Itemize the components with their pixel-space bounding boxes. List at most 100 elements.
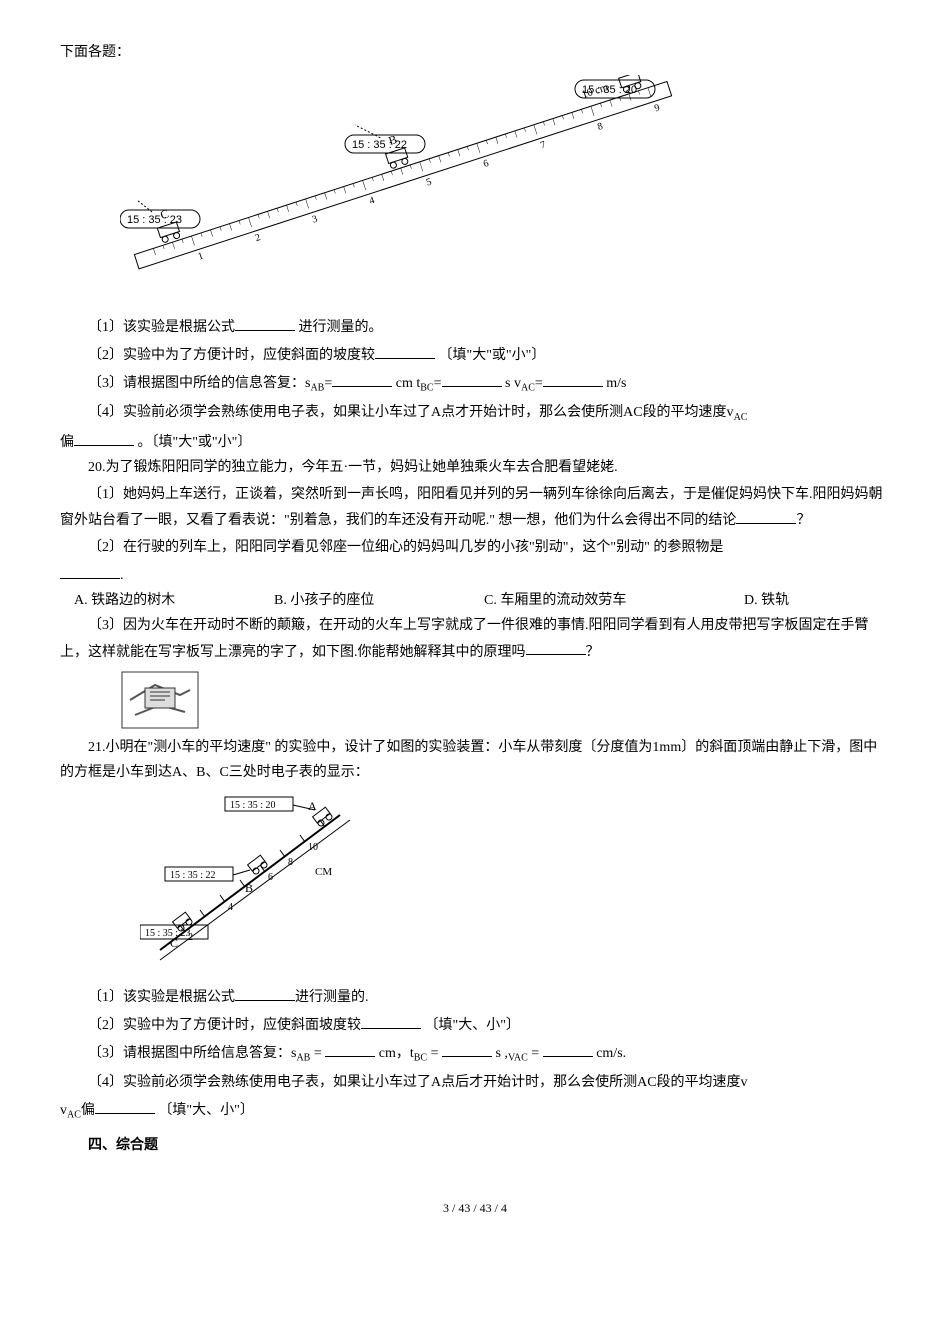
svg-text:1: 1: [197, 251, 205, 263]
svg-text:B: B: [245, 881, 253, 895]
text: 进行测量的.: [295, 990, 369, 1005]
text: 偏: [60, 435, 74, 450]
q19-item2: 〔2〕实验中为了方便计时，应使斜面的坡度较 〔填"大"或"小"〕: [60, 342, 890, 368]
blank: [736, 507, 796, 524]
text: .: [120, 568, 124, 583]
q20-intro: 20.为了锻炼阳阳同学的独立能力，今年五·一节，妈妈让她单独乘火车去合肥看望姥姥…: [60, 455, 890, 480]
blank: [442, 370, 502, 387]
svg-text:15 : 35 : 22: 15 : 35 : 22: [352, 139, 407, 151]
svg-text:7: 7: [539, 140, 547, 152]
text: 〔填"大、小"〕: [421, 1018, 520, 1033]
sub: AC: [521, 383, 535, 394]
page-footer: 3 / 43 / 43 / 4: [60, 1198, 890, 1220]
blank: [95, 1097, 155, 1114]
option-c: C. 车厢里的流动效劳车: [470, 588, 730, 613]
text: 〔1〕该实验是根据公式: [88, 990, 235, 1005]
text: m/s: [603, 376, 627, 391]
text: 〔4〕实验前必须学会熟练使用电子表，如果让小车过了A点才开始计时，那么会使所测A…: [88, 405, 734, 420]
q20-item2: 〔2〕在行驶的列车上，阳阳同学看见邻座一位细心的妈妈叫几岁的小孩"别动"，这个"…: [60, 535, 890, 560]
blank: [60, 562, 120, 579]
text: 〔3〕请根据图中所给信息答复：s: [88, 1046, 296, 1061]
blank: [235, 984, 295, 1001]
q20-options: A. 铁路边的树木 B. 小孩子的座位 C. 车厢里的流动效劳车 D. 铁轨: [60, 588, 890, 613]
text: s ,: [492, 1046, 508, 1061]
option-d: D. 铁轨: [730, 588, 789, 613]
sub: BC: [414, 1053, 427, 1064]
text: ？: [796, 513, 810, 528]
sub: AB: [310, 383, 324, 394]
q19-item4: 〔4〕实验前必须学会熟练使用电子表，如果让小车过了A点才开始计时，那么会使所测A…: [60, 400, 890, 427]
text: s v: [502, 376, 521, 391]
text: cm，t: [375, 1046, 414, 1061]
text: 〔3〕请根据图中所给的信息答复：s: [88, 376, 310, 391]
q20-item1: 〔1〕她妈妈上车送行，正谈着，突然听到一声长鸣，阳阳看见并列的另一辆列车徐徐向后…: [60, 482, 890, 533]
text: =: [535, 376, 543, 391]
q21-item4: 〔4〕实验前必须学会熟练使用电子表，如果让小车过了A点后才开始计时，那么会使所测…: [60, 1070, 890, 1095]
text: =: [434, 376, 442, 391]
writing-board-image: [120, 670, 200, 730]
text: ？: [586, 644, 600, 659]
text: =: [310, 1046, 325, 1061]
svg-text:A: A: [308, 799, 317, 813]
q21-item4-cont: vAC偏 〔填"大、小"〕: [60, 1097, 890, 1125]
blank: [526, 639, 586, 656]
text: 〔2〕在行驶的列车上，阳阳同学看见邻座一位细心的妈妈叫几岁的小孩"别动"，这个"…: [88, 540, 723, 555]
blank: [74, 429, 134, 446]
text: 〔2〕实验中为了方便计时，应使斜面坡度较: [88, 1018, 361, 1033]
slope-diagram-large: 1 2 3 4 5 6 7 8 9 10 cm A B: [60, 75, 890, 304]
svg-text:8: 8: [596, 121, 604, 133]
sub: BC: [420, 383, 433, 394]
svg-text:4: 4: [228, 902, 233, 913]
blank: [543, 1040, 593, 1057]
q20-item3: 〔3〕因为火车在开动时不断的颠簸，在开动的火车上写字就成了一件很难的事情.阳阳同…: [60, 613, 890, 664]
slope-diagram-small: 2 4 6 8 10 CM A B C 15 : 35 : 20 15 : 35…: [60, 795, 890, 974]
svg-text:5: 5: [425, 177, 433, 189]
sub: AB: [296, 1053, 310, 1064]
blank: [325, 1040, 375, 1057]
sub: AC: [734, 412, 748, 423]
q20-item2-blank: .: [60, 562, 890, 588]
q19-item2-end: 〔填"大"或"小"〕: [435, 348, 545, 363]
q21-item1: 〔1〕该实验是根据公式 进行测量的.: [60, 984, 890, 1010]
svg-text:15 : 35 : 23: 15 : 35 : 23: [127, 214, 182, 226]
text: 〔填"大、小"〕: [155, 1103, 254, 1118]
sub: AC: [67, 1110, 81, 1121]
text: =: [528, 1046, 543, 1061]
option-a: A. 铁路边的树木: [60, 588, 260, 613]
intro-text: 下面各题：: [60, 40, 890, 65]
svg-text:10: 10: [308, 842, 318, 853]
text: =: [427, 1046, 442, 1061]
text: cm/s.: [593, 1046, 626, 1061]
blank: [442, 1040, 492, 1057]
svg-text:CM: CM: [315, 866, 332, 878]
section-4-title: 四、综合题: [60, 1133, 890, 1158]
q21-intro: 21.小明在"测小车的平均速度" 的实验中，设计了如图的实验装置：小车从带刻度〔…: [60, 735, 890, 785]
blank: [235, 314, 295, 331]
text: 。〔填"大"或"小"〕: [134, 435, 251, 450]
svg-text:15 : 35 : 20: 15 : 35 : 20: [582, 84, 637, 96]
q19-item1-text: 〔1〕该实验是根据公式: [88, 320, 235, 335]
q19-item4-cont: 偏 。〔填"大"或"小"〕: [60, 429, 890, 455]
blank: [375, 342, 435, 359]
svg-text:6: 6: [482, 158, 490, 170]
q19-item1: 〔1〕该实验是根据公式 进行测量的。: [60, 314, 890, 340]
text: =: [324, 376, 332, 391]
blank: [332, 370, 392, 387]
svg-text:15 : 35 : 20: 15 : 35 : 20: [230, 800, 276, 811]
svg-text:8: 8: [288, 857, 293, 868]
svg-text:3: 3: [311, 214, 319, 226]
svg-text:4: 4: [368, 195, 376, 207]
svg-text:9: 9: [653, 102, 661, 114]
q19-item3: 〔3〕请根据图中所给的信息答复：sAB= cm tBC= s vAC= m/s: [60, 370, 890, 398]
svg-text:15 : 35 : 23: 15 : 35 : 23: [145, 928, 191, 939]
svg-text:15 : 35 : 22: 15 : 35 : 22: [170, 870, 216, 881]
text: 〔4〕实验前必须学会熟练使用电子表，如果让小车过了A点后才开始计时，那么会使所测…: [88, 1075, 748, 1090]
blank: [543, 370, 603, 387]
sub: VAC: [508, 1053, 528, 1064]
q21-item3: 〔3〕请根据图中所给信息答复：sAB = cm，tBC = s ,VAC = c…: [60, 1040, 890, 1068]
q19-item1-end: 进行测量的。: [295, 320, 383, 335]
text: cm t: [392, 376, 420, 391]
option-b: B. 小孩子的座位: [260, 588, 470, 613]
q19-item2-text: 〔2〕实验中为了方便计时，应使斜面的坡度较: [88, 348, 375, 363]
blank: [361, 1012, 421, 1029]
